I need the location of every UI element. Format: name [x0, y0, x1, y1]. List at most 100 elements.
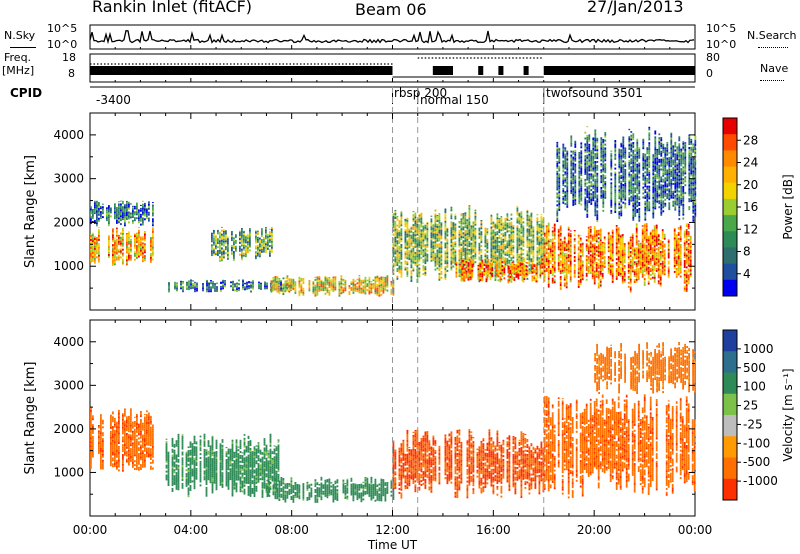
power-cell [523, 274, 526, 277]
power-cell [685, 288, 688, 291]
power-cell [116, 230, 118, 233]
power-cell [440, 233, 443, 236]
power-cell [92, 213, 94, 215]
power-cell [573, 244, 576, 247]
power-cell [120, 232, 122, 234]
power-cell [420, 212, 423, 214]
power-cell [406, 235, 409, 238]
power-cell [673, 253, 676, 256]
power-cell [372, 284, 375, 287]
power-cell [559, 246, 562, 249]
power-cell [392, 247, 395, 250]
power-cell [551, 256, 554, 258]
power-cell [647, 235, 650, 238]
power-cell [589, 232, 592, 235]
power-cell [340, 278, 343, 281]
power-cell [639, 265, 642, 268]
power-cell [532, 238, 535, 241]
power-cell [267, 243, 269, 246]
power-cell [617, 268, 620, 270]
power-cell [122, 202, 124, 205]
power-cell [533, 263, 536, 266]
power-cell [227, 238, 229, 241]
power-cell [152, 218, 154, 221]
power-cell [128, 203, 130, 206]
power-cell [587, 240, 590, 243]
power-cell [581, 268, 584, 271]
power-cell [689, 243, 692, 246]
power-cell [96, 238, 98, 241]
power-cell [243, 254, 245, 257]
power-cell [144, 202, 146, 205]
power-cell [330, 280, 333, 283]
power-cell [481, 259, 484, 262]
power-cell [536, 231, 539, 233]
power-cell [196, 289, 198, 292]
power-cell [259, 255, 261, 258]
power-cell [450, 241, 453, 243]
power-cell [547, 279, 550, 282]
power-cell [679, 263, 682, 266]
nsky-tick-bottom: 10^0 [47, 38, 78, 51]
power-cell [219, 244, 221, 247]
power-cell [559, 225, 562, 227]
power-cell [557, 236, 560, 239]
power-cell [615, 228, 618, 231]
power-cell [224, 285, 226, 288]
power-cell [108, 212, 110, 215]
power-cell [522, 264, 525, 267]
power-cell [188, 288, 190, 291]
power-cell [623, 255, 626, 258]
power-cell [615, 248, 618, 251]
power-cell [450, 217, 453, 220]
power-cell [410, 272, 413, 275]
power-cell [556, 214, 559, 217]
power-cell [543, 238, 546, 241]
power-cell [521, 274, 524, 277]
power-cell [655, 226, 658, 229]
power-cell [132, 208, 134, 211]
power-cell [180, 285, 182, 288]
power-cell [569, 280, 572, 283]
power-cell [444, 244, 447, 247]
power-cell [128, 232, 130, 235]
power-cell [444, 276, 447, 278]
power-cell [434, 235, 437, 238]
power-cell [667, 252, 670, 255]
power-cell [138, 233, 140, 236]
power-cell [420, 225, 423, 228]
power-cell [257, 246, 259, 249]
power-cell [96, 214, 98, 217]
power-cell [581, 254, 584, 257]
power-cell [486, 266, 489, 269]
power-cell [643, 228, 646, 231]
power-cell [265, 227, 267, 230]
power-cell [233, 258, 235, 261]
power-cell [422, 245, 425, 248]
power-cell [142, 244, 144, 247]
power-cell [432, 237, 435, 240]
power-cell [607, 246, 610, 249]
power-cell [643, 250, 646, 253]
power-cell [645, 236, 648, 239]
power-cell [406, 257, 409, 260]
power-cell [611, 235, 614, 238]
power-cell [559, 256, 562, 259]
power-cell [382, 276, 385, 278]
power-cell [503, 267, 506, 270]
power-cell [440, 265, 443, 267]
power-cell [432, 224, 435, 226]
power-cell [452, 241, 455, 244]
power-cell [280, 287, 282, 290]
power-cell [557, 258, 560, 261]
power-cell [659, 282, 662, 285]
power-cell [470, 256, 473, 259]
power-cell [683, 289, 686, 292]
power-cell [284, 290, 287, 293]
power-cell [579, 265, 582, 268]
power-cell [267, 245, 269, 248]
power-cell [496, 223, 499, 226]
power-cell [376, 287, 379, 290]
power-cell [663, 251, 666, 254]
power-cell [496, 266, 499, 269]
